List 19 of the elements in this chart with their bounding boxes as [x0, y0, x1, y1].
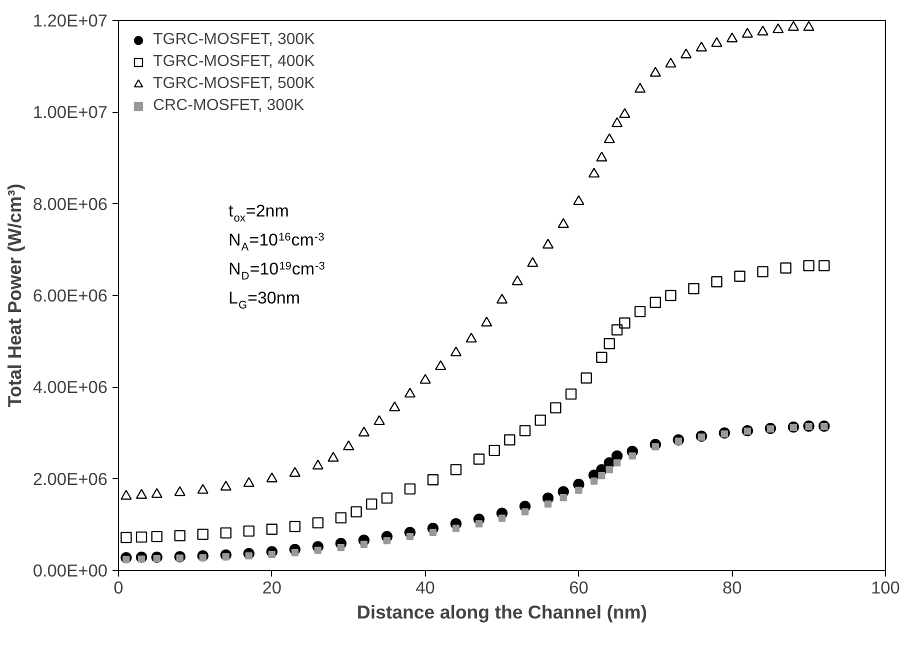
x-tick-label: 60 — [569, 578, 588, 598]
y-tick-label: 2.00E+06 — [32, 468, 108, 489]
y-tick-label: 1.00E+07 — [32, 102, 108, 122]
legend-label: TGRC-MOSFET, 500K — [153, 75, 315, 93]
y-tick-label: 8.00E+06 — [32, 194, 108, 214]
y-axis-title: Total Heat Power (W/cm³) — [4, 184, 25, 408]
y-tick-label: 0.00E+00 — [32, 560, 108, 580]
x-tick-label: 40 — [416, 578, 435, 598]
y-tick-label: 1.20E+07 — [32, 10, 108, 30]
x-tick-label: 100 — [871, 578, 900, 598]
y-tick-label: 6.00E+06 — [32, 286, 108, 306]
x-tick-label: 0 — [114, 578, 124, 598]
x-axis-title: Distance along the Channel (nm) — [356, 602, 648, 622]
legend-label: CRC-MOSFET, 300K — [153, 97, 304, 115]
legend-label: TGRC-MOSFET, 300K — [153, 31, 315, 49]
x-tick-label: 20 — [262, 578, 282, 598]
x-tick-label: 80 — [722, 578, 742, 598]
y-tick-label: 4.00E+06 — [32, 377, 108, 398]
legend-label: TGRC-MOSFET, 400K — [153, 53, 315, 71]
